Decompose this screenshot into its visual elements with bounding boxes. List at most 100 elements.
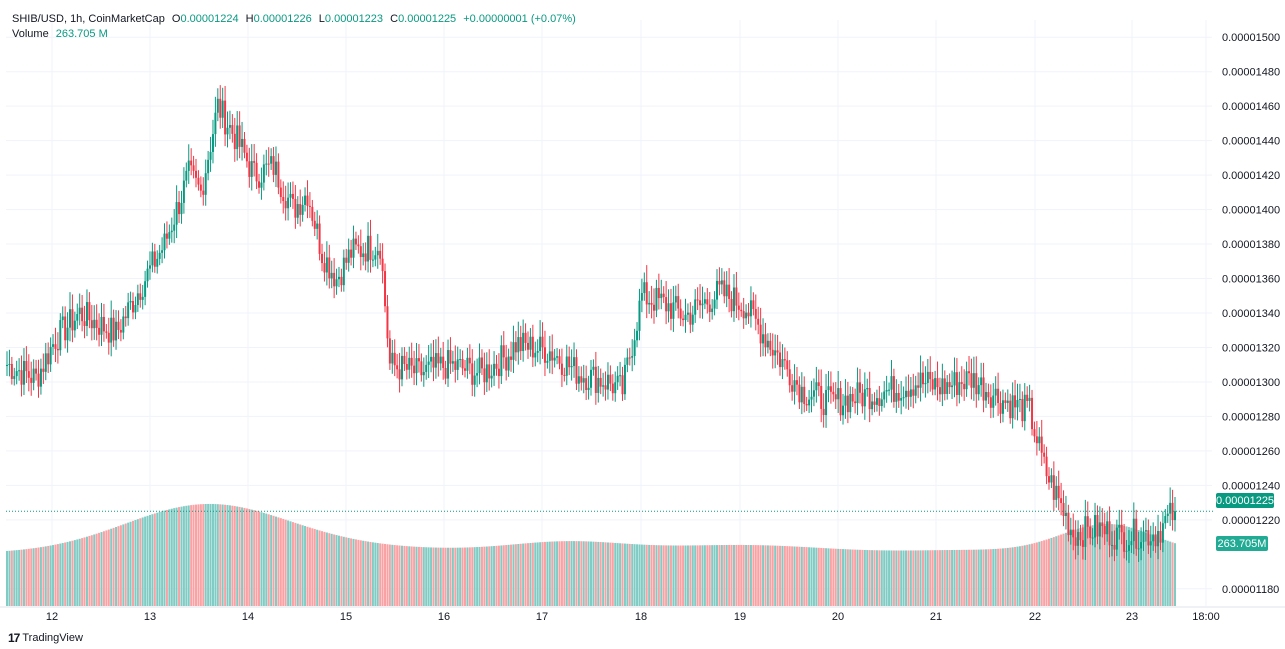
volume-bar xyxy=(902,550,905,606)
candles xyxy=(6,85,1176,563)
candle-body xyxy=(631,356,634,358)
candle-body xyxy=(895,392,898,402)
volume-bar xyxy=(1174,543,1176,606)
time-tick-label: 14 xyxy=(242,611,254,623)
candle-body xyxy=(122,316,125,333)
price-axis[interactable]: 0.00001500 0.00001480 0.00001460 0.00001440… xyxy=(1222,32,1280,596)
volume-bar xyxy=(478,546,481,606)
volume-bar xyxy=(631,544,634,606)
volume-bar xyxy=(362,540,365,606)
volume-bar xyxy=(766,545,769,606)
volume-bar xyxy=(284,519,287,606)
volume-bar xyxy=(439,547,442,606)
candle-body xyxy=(1052,475,1055,500)
volume-bar xyxy=(209,503,212,606)
volume-bar xyxy=(204,504,207,606)
candle-body xyxy=(602,385,605,387)
volume-bar xyxy=(914,550,917,606)
price-tick-label: 0.00001340 xyxy=(1222,308,1280,320)
candle-body xyxy=(1174,511,1176,521)
candle-body xyxy=(20,370,23,385)
volume-bar xyxy=(56,544,59,606)
candle-body xyxy=(340,276,343,286)
candle-body xyxy=(611,383,614,394)
candle-body xyxy=(270,156,273,164)
candle-body xyxy=(115,321,118,341)
volume-bar xyxy=(691,545,694,606)
volume-bar xyxy=(951,549,954,606)
volume-bar xyxy=(868,550,871,606)
volume-bar xyxy=(609,542,612,606)
candle-body xyxy=(875,398,878,405)
candle-body xyxy=(190,160,193,166)
volume-label[interactable]: Volume xyxy=(12,28,49,40)
price-tick-label: 0.00001260 xyxy=(1222,446,1280,458)
candle-body xyxy=(456,359,459,370)
ohlc-line: SHIB/USD, 1h, CoinMarketCap O0.00001224 … xyxy=(12,12,580,27)
candle-body xyxy=(539,336,542,352)
candle-body xyxy=(1113,544,1116,550)
candle-body xyxy=(713,299,716,309)
volume-bar xyxy=(115,527,118,606)
volume-bar xyxy=(536,542,539,606)
volume-bar xyxy=(965,549,968,606)
candle-body xyxy=(594,366,597,393)
volume-bar xyxy=(422,547,425,606)
volume-bar xyxy=(316,529,319,606)
candle-body xyxy=(720,280,723,285)
volume-bar xyxy=(997,548,1000,606)
volume-bar xyxy=(318,530,321,606)
volume-bar xyxy=(182,506,185,606)
volume-bar xyxy=(686,545,689,606)
candle-body xyxy=(946,382,949,394)
volume-bar xyxy=(357,539,360,606)
volume-bar xyxy=(354,539,357,606)
candle-body xyxy=(897,392,900,401)
volume-bar xyxy=(39,547,42,606)
tradingview-brand[interactable]: 17 TradingView xyxy=(8,631,83,645)
time-axis[interactable]: 12 13 14 15 16 17 18 19 20 21 22 23 18:00 xyxy=(0,606,1285,623)
volume-bar xyxy=(679,545,682,606)
candle-body xyxy=(781,359,784,368)
volume-bar xyxy=(832,548,835,606)
volume-bar xyxy=(42,546,45,606)
candle-body xyxy=(793,380,796,392)
symbol-title[interactable]: SHIB/USD, 1h, CoinMarketCap xyxy=(12,13,165,25)
time-tick-label: 22 xyxy=(1029,611,1041,623)
candle-body xyxy=(1047,476,1050,483)
volume-bar xyxy=(459,547,462,606)
candle-body xyxy=(711,308,714,313)
volume-bar xyxy=(347,537,350,606)
candle-body xyxy=(30,377,33,383)
candle-body xyxy=(808,399,811,406)
volume-bar xyxy=(737,544,740,606)
volume-bar xyxy=(95,533,98,606)
candle-body xyxy=(672,302,675,319)
volume-bar xyxy=(1055,536,1058,606)
candle-body xyxy=(69,309,72,328)
candle-body xyxy=(655,287,658,311)
candle-body xyxy=(279,187,282,198)
volume-bar xyxy=(982,549,985,606)
candle-body xyxy=(437,353,440,364)
volume-bar xyxy=(490,546,493,606)
candle-body xyxy=(32,368,35,383)
candle-body xyxy=(241,138,244,147)
candle-body xyxy=(393,352,396,366)
volume-bar xyxy=(989,549,992,606)
volume-bar xyxy=(892,550,895,606)
candle-body xyxy=(442,356,445,368)
volume-bar xyxy=(662,545,665,606)
volume-bar xyxy=(970,549,973,606)
volume-bar xyxy=(425,547,428,606)
volume-bar xyxy=(674,545,677,606)
volume-bar xyxy=(1084,526,1087,606)
candle-body xyxy=(854,401,857,404)
volume-bar xyxy=(1171,542,1174,606)
volume-bar xyxy=(27,548,30,606)
volume-bar xyxy=(141,517,144,606)
volume-bar xyxy=(1152,535,1155,606)
candle-body xyxy=(478,357,481,374)
volume-bar xyxy=(371,542,374,606)
